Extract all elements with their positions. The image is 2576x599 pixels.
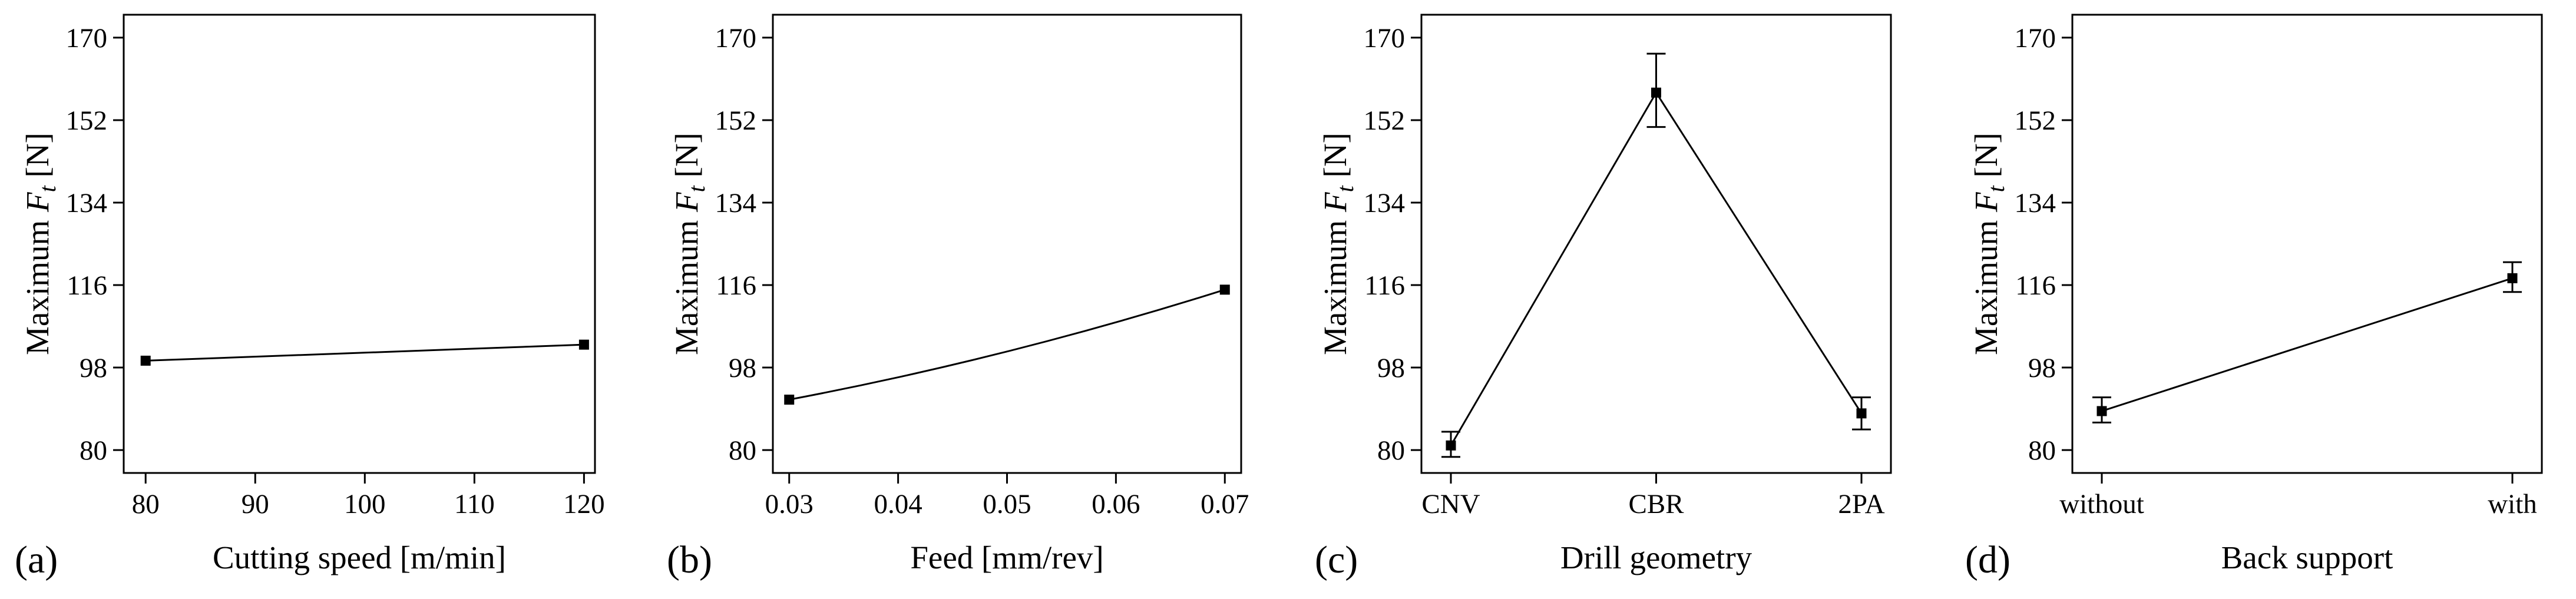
- y-tick-label: 134: [1364, 188, 1406, 219]
- x-axis-title: Feed [mm/rev]: [910, 540, 1103, 575]
- y-tick-label: 116: [2015, 270, 2056, 301]
- x-tick-label: without: [2059, 489, 2144, 519]
- y-tick-label: 152: [1364, 105, 1406, 136]
- y-axis-title: Maximum Ft [N]: [669, 133, 710, 355]
- y-tick-label: 152: [715, 105, 757, 136]
- y-tick-label: 170: [715, 23, 757, 54]
- plot-frame: [2071, 14, 2543, 474]
- y-axis-title: Maximum Ft [N]: [19, 133, 61, 355]
- plot-frame: [772, 14, 1242, 474]
- y-tick-label: 98: [1377, 353, 1405, 383]
- data-point: [1651, 87, 1661, 98]
- data-point: [2096, 406, 2107, 416]
- x-tick-label: 0.05: [983, 489, 1031, 519]
- y-axis-title: Maximum Ft [N]: [1968, 133, 2009, 355]
- plot-frame: [123, 14, 596, 474]
- series-line: [146, 343, 584, 362]
- y-tick-label: 170: [66, 23, 108, 54]
- data-point: [784, 395, 795, 405]
- panel-label: (d): [1965, 538, 2010, 581]
- x-tick-label: 2PA: [1838, 489, 1884, 519]
- series-line: [789, 289, 1225, 401]
- panel-label: (b): [667, 538, 712, 581]
- y-tick-label: 134: [66, 188, 108, 219]
- y-tick-label: 98: [729, 353, 756, 383]
- data-point: [2507, 273, 2518, 283]
- x-tick-label: 0.06: [1092, 489, 1140, 519]
- series-line: [1450, 91, 1863, 446]
- y-tick-label: 170: [1364, 23, 1406, 54]
- y-tick-label: 80: [80, 435, 107, 466]
- data-point: [1219, 284, 1230, 295]
- y-tick-label: 116: [67, 270, 107, 301]
- y-tick-label: 80: [2028, 435, 2056, 466]
- x-axis-title: Drill geometry: [1560, 540, 1752, 575]
- y-tick-label: 152: [66, 105, 108, 136]
- x-tick-label: 120: [563, 489, 605, 519]
- x-axis-title: Cutting speed [m/min]: [213, 540, 506, 575]
- chart-panel-4: 80 98 116 134 152 170 without with Back support M…: [1965, 14, 2543, 581]
- panel-label: (a): [15, 538, 58, 581]
- y-axis-title: Maximum Ft [N]: [1317, 133, 1358, 355]
- panel-label: (c): [1315, 538, 1358, 581]
- x-tick-label: 0.04: [874, 489, 922, 519]
- y-tick-label: 116: [716, 270, 756, 301]
- x-tick-label: 0.03: [765, 489, 814, 519]
- data-point: [140, 355, 151, 366]
- y-tick-label: 80: [1377, 435, 1405, 466]
- chart-panel-2: 80 98 116 134 152 170 0.03 0.04 0.05 0.06 0.07 Feed…: [667, 14, 1249, 581]
- chart-panel-3: 80 98 116 134 152 170 CNV CBR 2PA Drill geometry M…: [1315, 14, 1892, 581]
- y-tick-label: 80: [729, 435, 756, 466]
- x-tick-label: 80: [132, 489, 160, 519]
- x-tick-label: CBR: [1628, 489, 1684, 519]
- data-point: [1446, 440, 1456, 451]
- y-tick-label: 134: [2015, 188, 2056, 219]
- y-tick-label: 152: [2015, 105, 2056, 136]
- series-line: [2101, 277, 2513, 412]
- x-tick-label: 0.07: [1201, 489, 1249, 519]
- y-tick-label: 134: [715, 188, 757, 219]
- x-tick-label: 110: [454, 489, 495, 519]
- y-tick-label: 116: [1364, 270, 1405, 301]
- y-tick-label: 98: [2028, 353, 2056, 383]
- x-tick-label: with: [2488, 489, 2537, 519]
- x-tick-label: CNV: [1421, 489, 1480, 519]
- data-point: [1856, 408, 1867, 419]
- chart-panel-1: 80 98 116 134 152 170 80 90 100 110 120 Cutting spe…: [15, 14, 605, 581]
- x-tick-label: 90: [242, 489, 269, 519]
- y-tick-label: 170: [2015, 23, 2056, 54]
- y-tick-label: 98: [80, 353, 107, 383]
- x-tick-label: 100: [344, 489, 386, 519]
- x-axis-title: Back support: [2221, 540, 2393, 575]
- data-point: [578, 339, 589, 350]
